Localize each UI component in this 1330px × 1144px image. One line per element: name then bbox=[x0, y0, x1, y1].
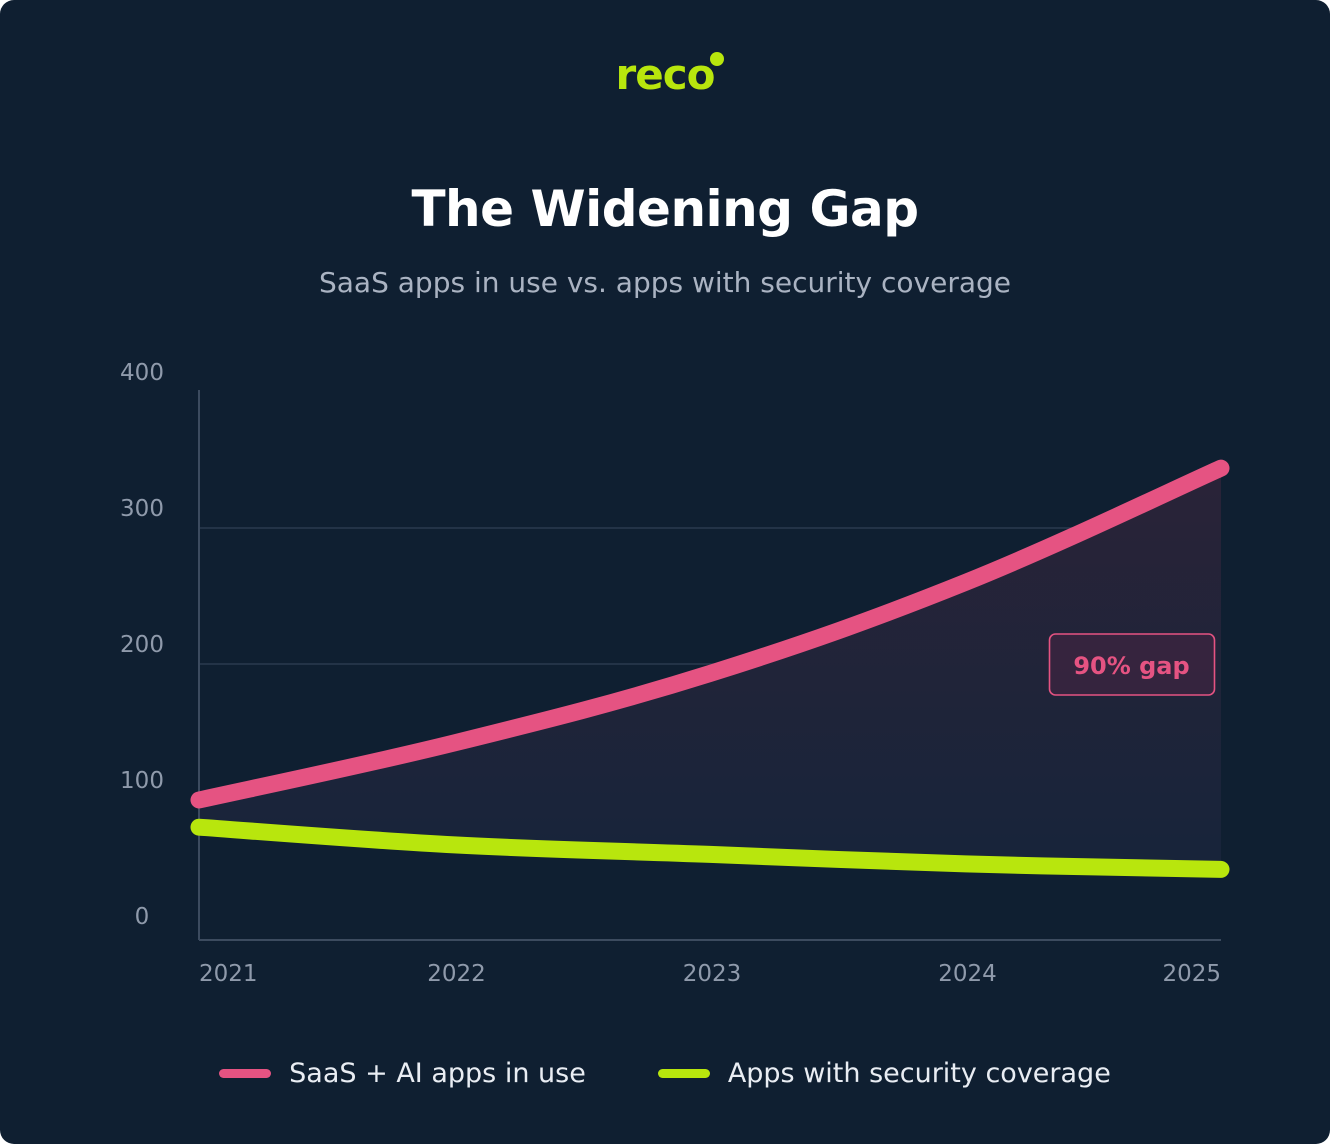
y-tick-label: 100 bbox=[120, 768, 164, 794]
y-tick-label: 200 bbox=[120, 632, 164, 658]
brand-logo: reco bbox=[0, 50, 1330, 99]
legend-label-coverage: Apps with security coverage bbox=[727, 1058, 1111, 1089]
legend-item-coverage: Apps with security coverage bbox=[657, 1058, 1111, 1089]
x-tick-label: 2021 bbox=[199, 961, 258, 987]
gap-area bbox=[199, 468, 1221, 870]
brand-logo-text: reco bbox=[615, 50, 716, 99]
x-axis-ticks: 2021 2022 2023 2024 2025 bbox=[199, 961, 1221, 987]
x-tick-label: 2023 bbox=[683, 961, 742, 987]
series-line-coverage bbox=[190, 818, 1230, 878]
chart-subtitle: SaaS apps in use vs. apps with security … bbox=[319, 266, 1011, 299]
x-tick-label: 2022 bbox=[427, 961, 486, 987]
y-tick-label: 400 bbox=[120, 360, 164, 386]
series-lines bbox=[190, 459, 1230, 878]
legend-label-saas: SaaS + AI apps in use bbox=[289, 1058, 586, 1089]
annotation-box bbox=[1048, 633, 1216, 696]
legend-swatch-saas bbox=[219, 1069, 272, 1078]
gap-annotation: 90% gap bbox=[1048, 633, 1216, 696]
legend: SaaS + AI apps in use Apps with security… bbox=[0, 1058, 1330, 1089]
x-tick-label: 2025 bbox=[1162, 961, 1221, 987]
x-tick-label: 2024 bbox=[938, 961, 997, 987]
axes bbox=[198, 390, 1221, 941]
legend-item-saas: SaaS + AI apps in use bbox=[219, 1058, 586, 1089]
brand-logo-dot bbox=[710, 52, 725, 66]
annotation-label: 90% gap bbox=[1073, 652, 1189, 680]
legend-swatch-coverage bbox=[657, 1069, 710, 1078]
y-tick-label: 300 bbox=[120, 496, 164, 522]
y-axis-ticks: 0 100 200 300 400 bbox=[120, 360, 164, 930]
chart-title: The Widening Gap bbox=[411, 180, 919, 238]
y-tick-label: 0 bbox=[135, 904, 150, 930]
